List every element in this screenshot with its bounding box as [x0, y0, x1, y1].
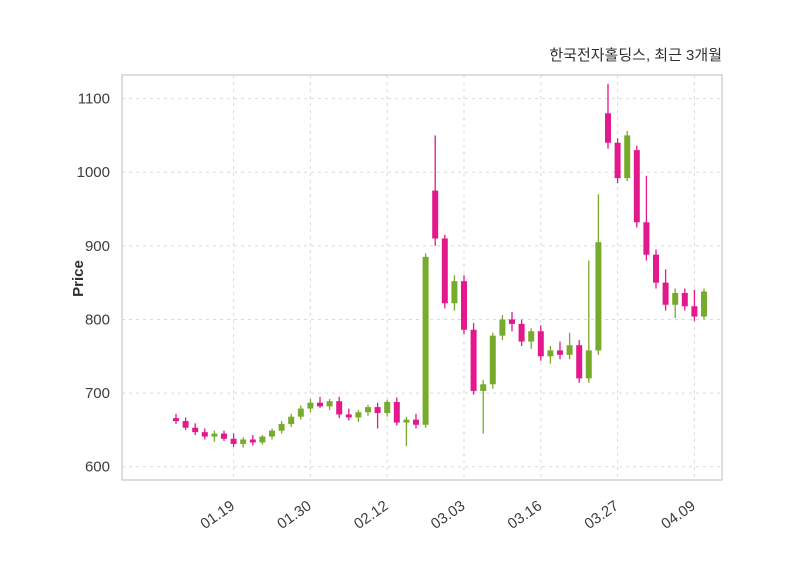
- candle-body: [249, 439, 256, 443]
- candle-body: [297, 408, 304, 417]
- candle-body: [480, 384, 487, 391]
- candle-body: [662, 282, 669, 305]
- candle-body: [681, 292, 688, 307]
- candle-body: [403, 419, 410, 423]
- candle-body: [509, 319, 515, 324]
- candle-body: [557, 350, 563, 355]
- candle-body: [653, 254, 659, 283]
- candle-body: [547, 350, 554, 357]
- candle-body: [307, 402, 314, 409]
- x-tick-label: 03.27: [581, 497, 622, 532]
- chart-title: 한국전자홀딩스, 최근 3개월: [549, 47, 722, 64]
- candle-body: [201, 432, 208, 437]
- x-tick-label: 03.16: [505, 497, 546, 532]
- candle-body: [672, 292, 679, 305]
- candle-body: [691, 306, 698, 317]
- candle-body: [278, 424, 285, 431]
- plot-border: [121, 74, 723, 481]
- candle-body: [259, 436, 266, 443]
- x-tick-label: 03.03: [428, 497, 469, 532]
- candle-body: [595, 242, 602, 351]
- candle-body: [633, 150, 640, 223]
- candle-body: [355, 412, 362, 418]
- candle-body: [182, 421, 189, 428]
- y-tick-label: 800: [85, 311, 110, 328]
- candle-body: [432, 190, 439, 239]
- candle-body: [518, 323, 525, 342]
- x-tick-label: 01.30: [274, 497, 315, 532]
- candle-body: [173, 418, 179, 422]
- candle-body: [422, 256, 429, 425]
- candle-body: [374, 407, 381, 413]
- plot-area: [122, 75, 722, 480]
- candle-body: [345, 414, 352, 418]
- candle-body: [461, 281, 467, 330]
- candle-body: [566, 345, 573, 355]
- y-tick-label: 1000: [77, 164, 110, 181]
- y-tick-label: 1100: [78, 91, 110, 108]
- candle-body: [624, 135, 631, 179]
- candle-body: [317, 402, 323, 407]
- candle-body: [528, 331, 535, 342]
- candle-body: [614, 142, 621, 179]
- x-tick-label: 02.12: [351, 497, 392, 532]
- candle-body: [499, 319, 506, 336]
- candle-body: [451, 281, 458, 304]
- candle-body: [470, 329, 477, 391]
- candle-body: [537, 331, 544, 357]
- candle-body: [221, 433, 227, 439]
- x-tick-label: 04.09: [658, 497, 699, 532]
- candle-body: [413, 419, 419, 425]
- candle-body: [441, 238, 448, 304]
- candle-body: [288, 416, 295, 425]
- y-tick-label: 600: [85, 459, 110, 476]
- candle-body: [326, 401, 333, 407]
- y-tick-label: 700: [85, 385, 110, 402]
- candle-body: [240, 439, 247, 444]
- candle-body: [336, 401, 343, 415]
- candle-body: [605, 113, 611, 143]
- y-tick-label: 900: [85, 238, 110, 255]
- candle-body: [701, 291, 707, 317]
- candle-body: [269, 430, 275, 437]
- x-tick-label: 01.19: [197, 497, 238, 532]
- candle-body: [230, 438, 237, 444]
- candle-body: [211, 433, 218, 437]
- candle-body: [365, 407, 371, 413]
- candle-body: [576, 345, 583, 379]
- candle-body: [585, 350, 592, 379]
- candle-body: [393, 401, 400, 423]
- candle-body: [643, 222, 650, 255]
- candle-body: [192, 427, 199, 433]
- candle-body: [489, 335, 496, 385]
- candle-body: [384, 401, 391, 413]
